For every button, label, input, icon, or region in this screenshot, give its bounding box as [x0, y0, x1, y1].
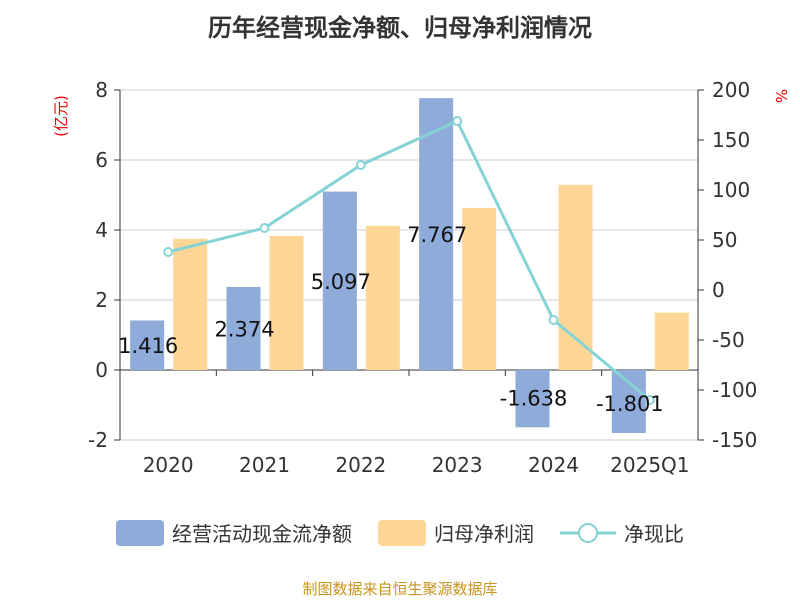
legend: 经营活动现金流净额 归母净利润 净现比	[0, 518, 800, 547]
ratio-point	[355, 160, 366, 170]
cashflow-data-label: 2.374	[214, 317, 274, 341]
source-note: 制图数据来自恒生聚源数据库	[302, 580, 498, 598]
y-tick-label-right: 0	[712, 278, 725, 302]
y-tick-label-left: -2	[88, 428, 108, 452]
legend-item-cashflow[interactable]: 经营活动现金流净额	[116, 518, 352, 547]
x-tick-label: 2022	[335, 453, 386, 477]
cashflow-bar	[226, 286, 261, 370]
y-tick-label-left: 8	[95, 78, 108, 102]
legend-label: 归母净利润	[434, 522, 534, 546]
ratio-point	[259, 223, 270, 233]
y-axis-title-right: %	[772, 89, 790, 103]
cashflow-bar	[130, 320, 165, 370]
y-tick-label-left: 2	[95, 288, 108, 312]
ratio-point	[644, 395, 655, 405]
ratio-point	[548, 315, 559, 325]
ratio-line	[167, 119, 651, 402]
profit-bar	[365, 225, 400, 370]
y-tick-label-right: 50	[712, 228, 737, 252]
legend-swatch	[378, 519, 426, 546]
legend-label: 净现比	[624, 522, 684, 546]
profit-bar	[654, 312, 689, 370]
x-tick-label: 2023	[432, 453, 483, 477]
y-axis-title-left: (亿元)	[52, 95, 70, 137]
cashflow-data-label: 7.767	[407, 223, 467, 247]
x-tick-label: 2020	[143, 453, 194, 477]
y-tick-label-right: 150	[712, 128, 750, 152]
profit-bar	[558, 184, 593, 370]
x-tick-label: 2025Q1	[610, 453, 689, 477]
legend-line-icon	[560, 522, 616, 543]
y-tick-label-right: 100	[712, 178, 750, 202]
legend-label: 经营活动现金流净额	[172, 522, 352, 546]
y-tick-label-left: 4	[95, 218, 108, 242]
cashflow-data-label: -1.801	[596, 392, 664, 416]
legend-item-profit[interactable]: 归母净利润	[378, 518, 534, 547]
cashflow-bar	[515, 370, 550, 428]
cashflow-data-label: -1.638	[500, 386, 568, 410]
legend-item-ratio[interactable]: 净现比	[560, 518, 684, 547]
y-tick-label-right: -100	[712, 378, 757, 402]
cashflow-data-label: 1.416	[118, 334, 178, 358]
y-tick-label-right: -150	[712, 428, 757, 452]
cashflow-bar	[322, 191, 357, 370]
y-tick-label-left: 0	[95, 358, 108, 382]
chart-title: 历年经营现金净额、归母净利润情况	[208, 14, 592, 42]
cashflow-bar	[611, 370, 646, 434]
x-tick-label: 2024	[528, 453, 579, 477]
y-tick-label-left: 6	[95, 148, 108, 172]
profit-bar	[269, 235, 304, 370]
cashflow-data-label: 5.097	[311, 270, 371, 294]
x-tick-label: 2021	[239, 453, 290, 477]
cashflow-bar	[419, 98, 454, 370]
profit-bar	[462, 207, 497, 370]
y-tick-label-right: -50	[712, 328, 745, 352]
ratio-point	[163, 247, 174, 257]
legend-swatch	[116, 519, 164, 546]
ratio-point	[452, 116, 463, 126]
y-tick-label-right: 200	[712, 78, 750, 102]
profit-bar	[173, 238, 208, 370]
